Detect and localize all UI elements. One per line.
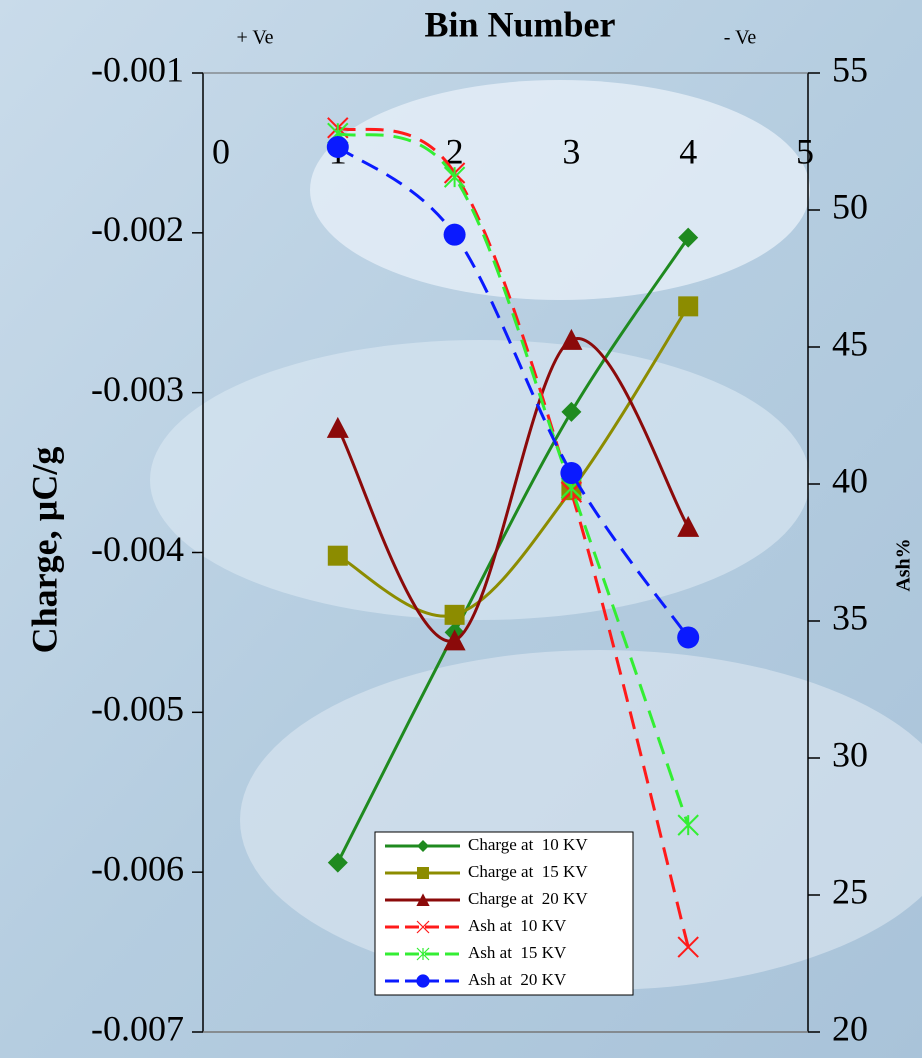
series-line [336, 145, 690, 639]
x-tick-label: 2 [446, 131, 464, 171]
series-line [337, 131, 690, 826]
marker [560, 328, 583, 350]
y2-tick-label: 50 [832, 186, 868, 226]
legend-label: Charge at 10 KV [468, 835, 588, 854]
y-tick-label: -0.006 [91, 848, 184, 888]
y2-tick-label: 30 [832, 734, 868, 774]
marker [326, 135, 349, 158]
marker [678, 296, 699, 317]
series-line [336, 236, 690, 864]
marker [443, 166, 466, 188]
marker [560, 462, 583, 485]
legend-marker [417, 840, 429, 852]
marker [561, 401, 582, 422]
background-shape [310, 80, 810, 300]
series-line [336, 337, 690, 643]
y2-axis-title: Ash% [893, 538, 915, 591]
legend-label: Charge at 15 KV [468, 862, 588, 881]
legend-label: Ash at 20 KV [468, 970, 567, 989]
y-tick-label: -0.002 [91, 209, 184, 249]
legend-marker [417, 867, 429, 880]
marker [443, 629, 466, 651]
y2-tick-label: 20 [832, 1008, 868, 1048]
x-tick-label: 3 [562, 131, 580, 171]
legend-marker [416, 974, 430, 988]
x-tick-label: 4 [679, 131, 697, 171]
y-tick-label: -0.007 [91, 1008, 184, 1048]
background-shape [150, 340, 810, 620]
annotation: - Ve [724, 27, 757, 49]
marker [678, 227, 699, 248]
chart-title: Bin Number [424, 4, 615, 44]
y-tick-label: -0.004 [91, 529, 184, 569]
y2-tick-label: 55 [832, 49, 868, 89]
legend-label: Ash at 15 KV [468, 943, 567, 962]
y-tick-label: -0.005 [91, 689, 184, 729]
legend-label: Ash at 10 KV [468, 916, 567, 935]
marker [444, 604, 465, 625]
legend [374, 831, 634, 996]
legend-marker [416, 893, 430, 906]
legend-marker [416, 947, 430, 961]
y2-tick-label: 25 [832, 871, 868, 911]
marker [327, 545, 348, 566]
y2-tick-label: 45 [832, 323, 868, 363]
series-line [337, 305, 690, 618]
y2-tick-label: 35 [832, 597, 868, 637]
marker [677, 626, 700, 649]
y-tick-label: -0.003 [91, 369, 184, 409]
x-tick-label: 5 [796, 131, 814, 171]
legend-marker [416, 920, 430, 934]
series-line [337, 126, 690, 948]
annotation: + Ve [236, 27, 273, 49]
marker [677, 936, 699, 958]
marker [677, 515, 700, 537]
y-axis-title: Charge, µC/g [24, 447, 64, 654]
x-tick-label: 0 [212, 131, 230, 171]
marker [327, 852, 348, 873]
marker [677, 814, 699, 836]
y2-tick-label: 40 [832, 460, 868, 500]
marker [443, 223, 466, 246]
marker [326, 416, 349, 438]
legend-label: Charge at 20 KV [468, 889, 588, 908]
y-tick-label: -0.001 [91, 49, 184, 89]
